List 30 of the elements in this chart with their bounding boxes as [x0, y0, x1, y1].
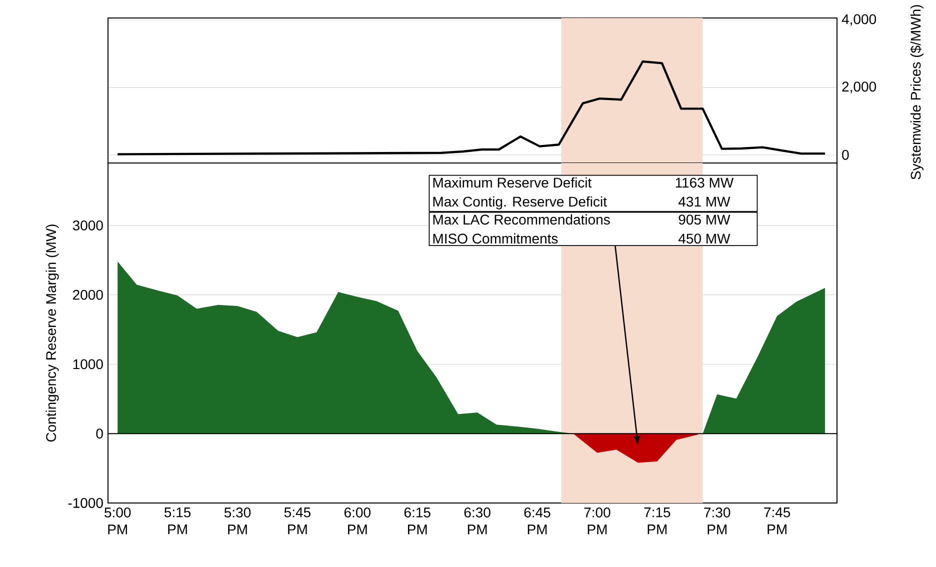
y-tick-label: 0: [96, 428, 103, 439]
y-tick-label: 1000: [73, 359, 103, 370]
x-tick-label: 5:30 PM: [224, 508, 251, 534]
annotation: 450 MW: [678, 234, 730, 244]
x-tick-label: 6:30 PM: [464, 508, 490, 534]
x-tick-label: 5:15 PM: [164, 508, 191, 534]
annotation: 431 MW: [678, 196, 730, 207]
y-tick-label: 2000: [73, 290, 103, 300]
y2-tick-label: 0: [842, 150, 849, 160]
x-tick-label: 6:45 PM: [524, 508, 550, 534]
annotation: 1163 MW: [676, 178, 734, 188]
x-tick-label: 7:30 PM: [704, 508, 730, 534]
x-tick-label: 5:00 PM: [104, 508, 131, 534]
y-tick-label: 3000: [72, 220, 103, 230]
annotation: MISO Commitments: [433, 233, 558, 244]
x-tick-label: 7:15 PM: [644, 508, 670, 534]
y2-axis-title: Systemwide Prices ($/MWh): [910, 5, 924, 180]
x-tick-label: 6:00 PM: [344, 508, 370, 534]
annotation: 905 MW: [678, 214, 730, 225]
x-tick-label: 7:45 PM: [764, 508, 790, 534]
annotation: Max Contig. Reserve Deficit: [433, 196, 607, 210]
y2-tick-label: 4,000: [842, 14, 876, 26]
y-axis-title: Contingency Reserve Margin (MW): [46, 224, 59, 442]
annotation: Max LAC Recommendations: [433, 214, 610, 225]
x-tick-label: 6:15 PM: [404, 508, 430, 534]
annotation: Maximum Reserve Deficit: [433, 177, 592, 188]
y2-tick-label: 2,000: [842, 82, 876, 94]
x-tick-label: 5:45 PM: [284, 508, 310, 534]
y-tick-label: -1000: [68, 498, 103, 508]
x-tick-label: 7:00 PM: [584, 508, 610, 534]
